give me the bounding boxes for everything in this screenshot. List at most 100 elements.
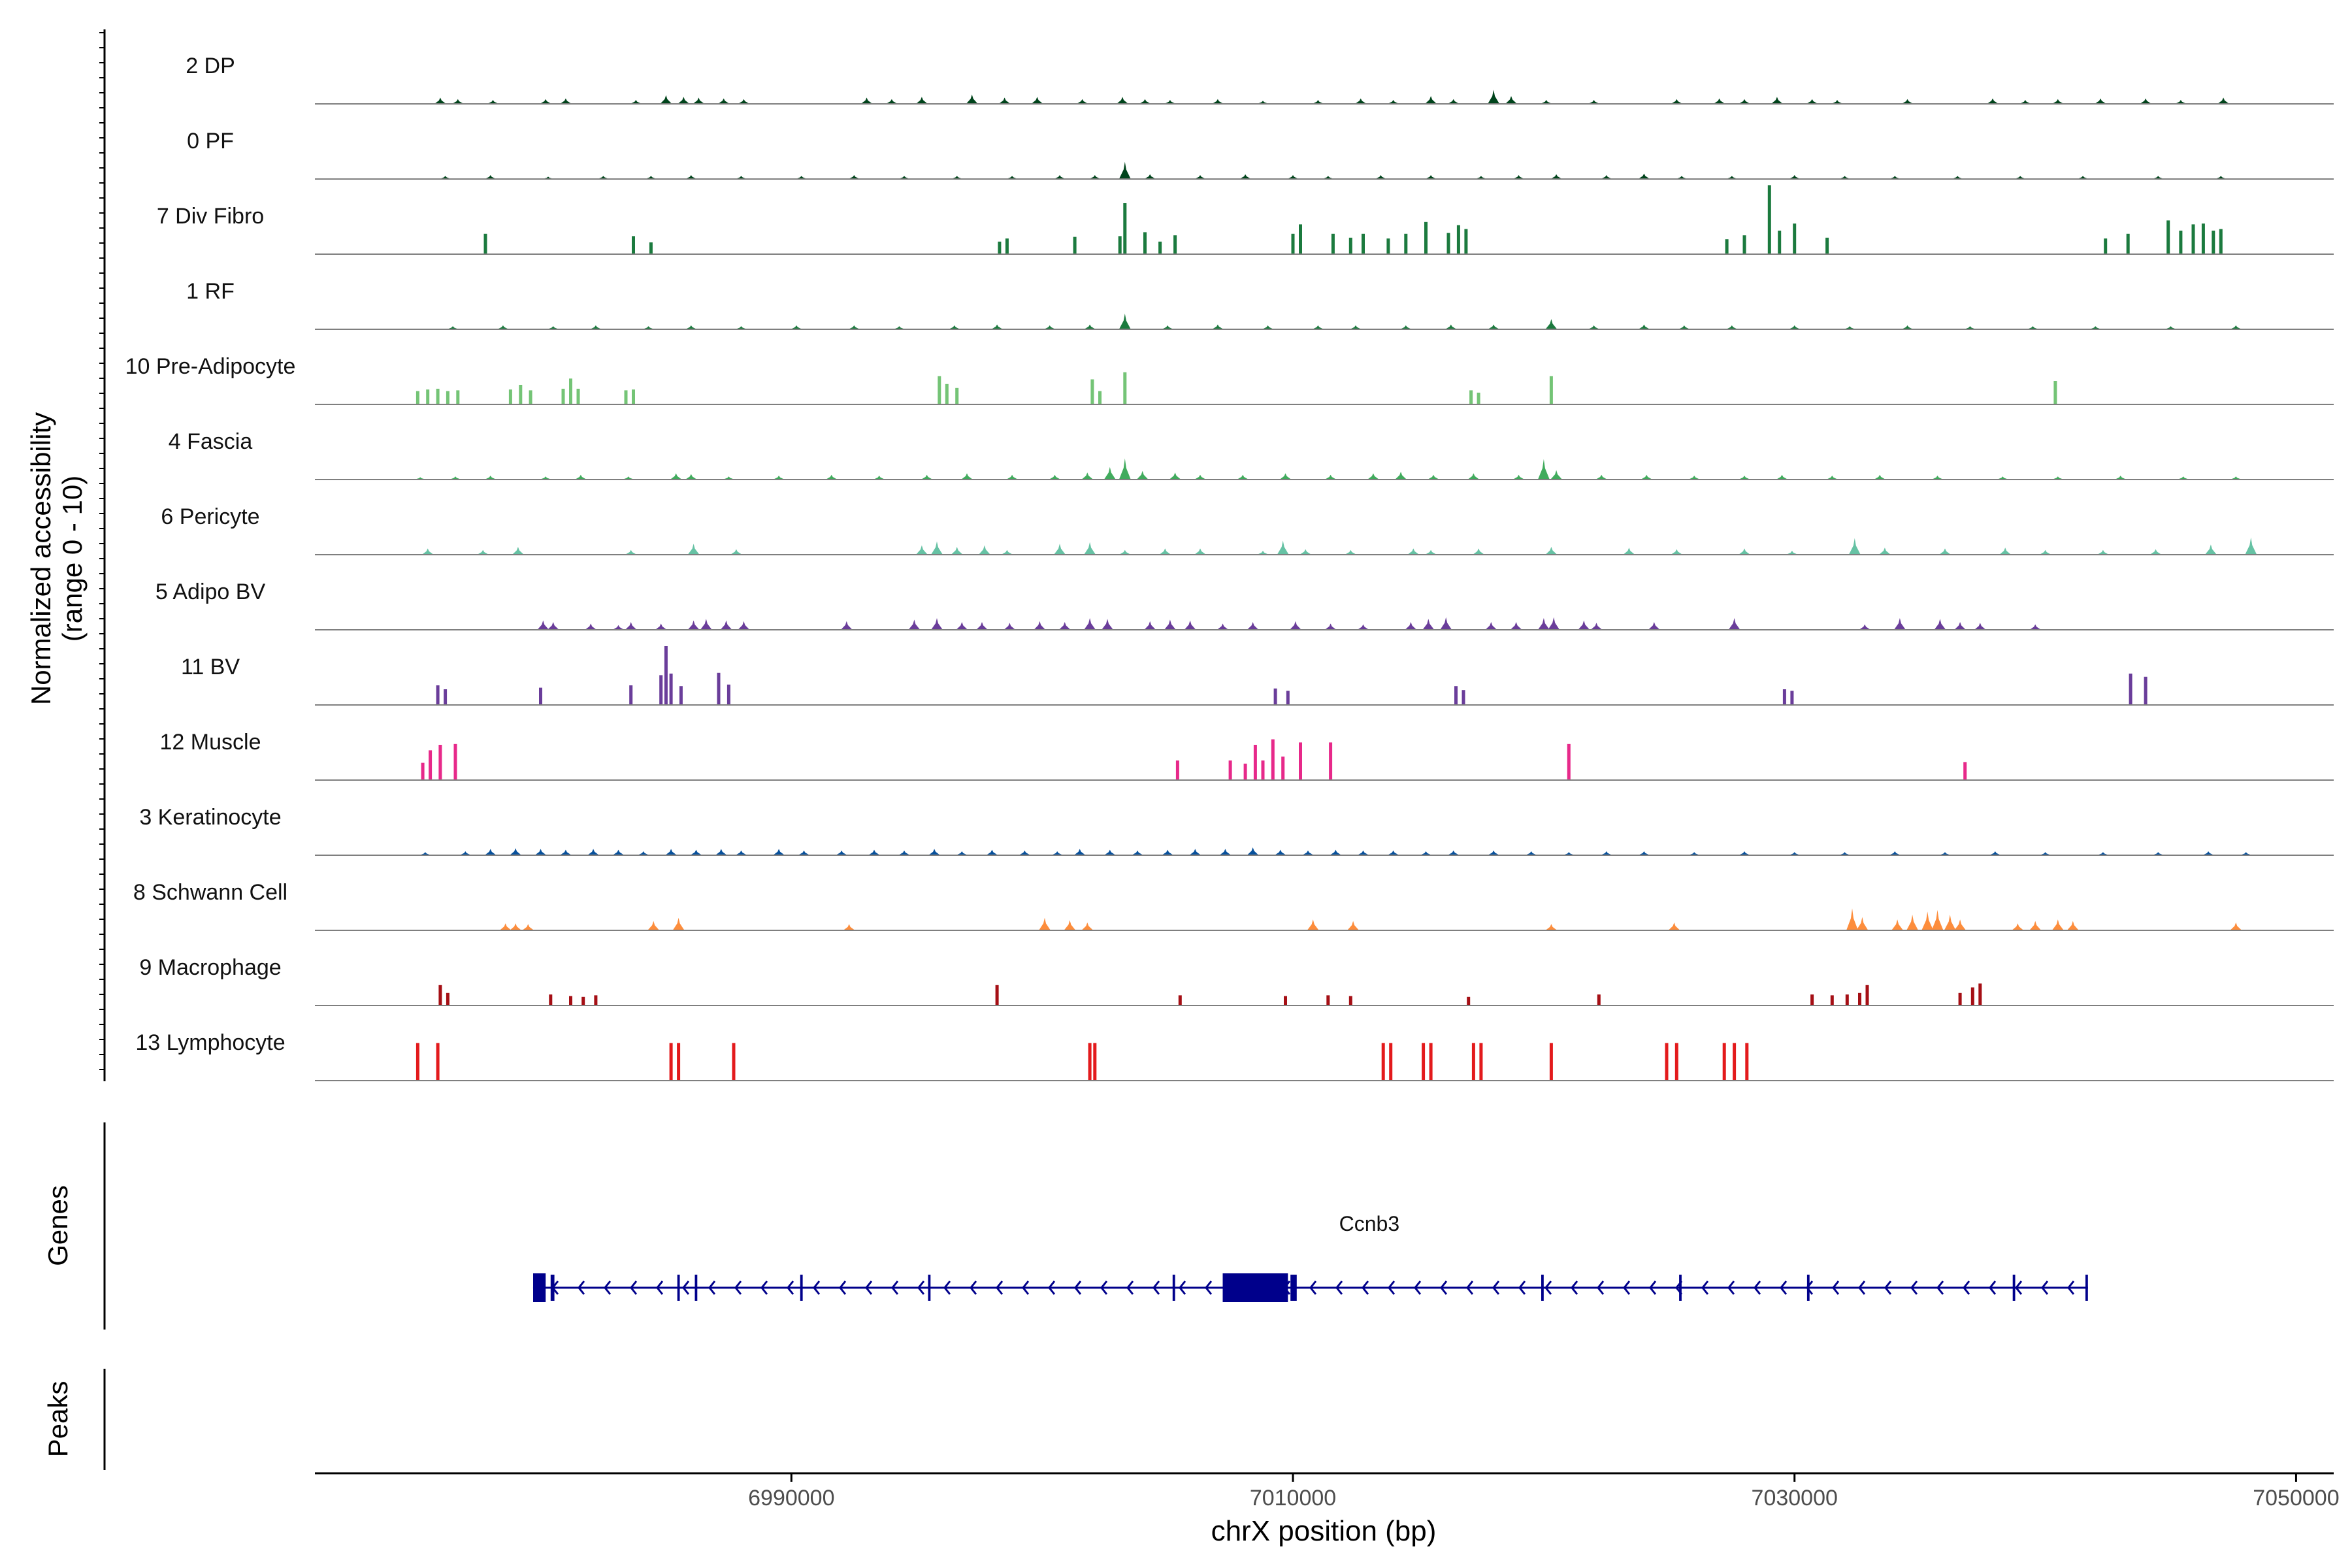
coverage-peak [1931,476,1944,480]
track-12: 8 Schwann Cell [133,880,2334,931]
coverage-peak [534,849,547,855]
coverage-peak [439,176,451,179]
coverage-peak [1387,100,1399,104]
coverage-peak [2230,325,2242,329]
coverage-peak [2051,99,2064,104]
coverage-peak [487,100,499,104]
strand-arrow [1571,1281,1578,1295]
coverage-peak [1848,538,1861,555]
strand-arrow [2041,1281,2049,1295]
coverage-peak [451,99,464,104]
coverage-bar [1469,390,1473,404]
coverage-peak [1211,99,1224,104]
strand-arrow [604,1281,612,1295]
coverage-bar [1471,1043,1475,1081]
strand-arrow [1963,1281,1970,1295]
coverage-bar [549,994,553,1005]
coverage-bar [1454,686,1458,705]
coverage-peak [951,176,963,179]
coverage-peak [1728,618,1740,630]
strand-arrow [1623,1281,1631,1295]
strand-arrow [1832,1281,1840,1295]
coverage-peak [589,325,602,329]
coverage-bar [1597,994,1601,1005]
coverage-peak [1277,540,1289,555]
coverage-bar [1098,391,1102,404]
coverage-peak [1006,474,1019,480]
strand-arrow [1492,1281,1500,1295]
coverage-peak [1713,98,1725,104]
strand-arrow [1910,1281,1918,1295]
coverage-bar [1404,233,1408,254]
coverage-peak [1445,324,1457,329]
coverage-peak [1119,458,1131,480]
gene-exon [928,1275,931,1301]
coverage-peak [898,850,910,855]
track-4: 1 RF [186,279,2334,330]
coverage-bar [1782,689,1786,705]
coverage-peak [587,849,600,855]
coverage-bar [2129,674,2132,705]
coverage-peak [1345,549,1357,555]
coverage-peak [1447,99,1460,104]
coverage-bar [1118,236,1122,254]
coverage-peak [1889,176,1901,179]
coverage-peak [1671,549,1683,555]
coverage-peak [622,476,634,480]
coverage-bar [1725,239,1729,254]
coverage-peak [2012,923,2024,930]
x-axis-tick-label: 7030000 [1752,1486,1838,1511]
strand-arrow [1701,1281,1709,1295]
coverage-peak [1944,915,1956,930]
coverage-peak [2097,549,2109,555]
strand-arrow [1335,1281,1343,1295]
track-13: 9 Macrophage [139,955,2334,1006]
coverage-peak [625,622,637,630]
coverage-peak [1600,851,1612,855]
coverage-bar [1329,742,1333,780]
coverage-peak [547,326,559,329]
y-axis-label-line1: Normalized accessibility [25,412,56,705]
coverage-peak [687,620,700,630]
coverage-peak [1776,474,1788,480]
coverage-peak [687,544,700,555]
coverage-peak [773,476,785,480]
coverage-bar [1733,1043,1737,1081]
coverage-peak [2039,852,2051,855]
coverage-peak [1420,851,1432,855]
coverage-tracks: 2 DP 0 PF 7 Div Fibro 1 RF 10 Pre-Adipocyte 4… [125,54,2334,1081]
coverage-bar [438,985,442,1005]
genes-panel-label: Genes [42,1185,73,1266]
coverage-peak [915,545,928,555]
coverage-peak [848,175,860,179]
coverage-peak [477,549,489,555]
coverage-peak [1788,175,1801,179]
coverage-peak [1399,325,1412,329]
coverage-peak [1901,325,1914,329]
coverage-peak [2152,852,2164,855]
coverage-peak [1102,619,1113,630]
coverage-peak [1139,99,1151,104]
coverage-peak [1162,849,1174,855]
coverage-peak [1788,852,1801,855]
coverage-bar [436,685,440,705]
coverage-peak [2149,549,2162,555]
coverage-bar [2166,220,2170,254]
strand-arrow [917,1281,925,1295]
strand-arrow [1205,1281,1213,1295]
coverage-peak [559,849,572,855]
coverage-peak [1739,851,1750,855]
coverage-peak [1859,624,1871,630]
coverage-peak [1838,852,1851,855]
coverage-bar [1422,1043,1426,1081]
coverage-bar [1158,241,1162,254]
coverage-peak [1964,326,1976,329]
coverage-peak [1550,470,1563,480]
gene-exon [1222,1273,1288,1302]
coverage-bar [1286,691,1290,705]
coverage-peak [1073,849,1086,855]
coverage-peak [730,549,742,555]
coverage-peak [1974,623,1986,630]
coverage-peak [1838,176,1851,179]
